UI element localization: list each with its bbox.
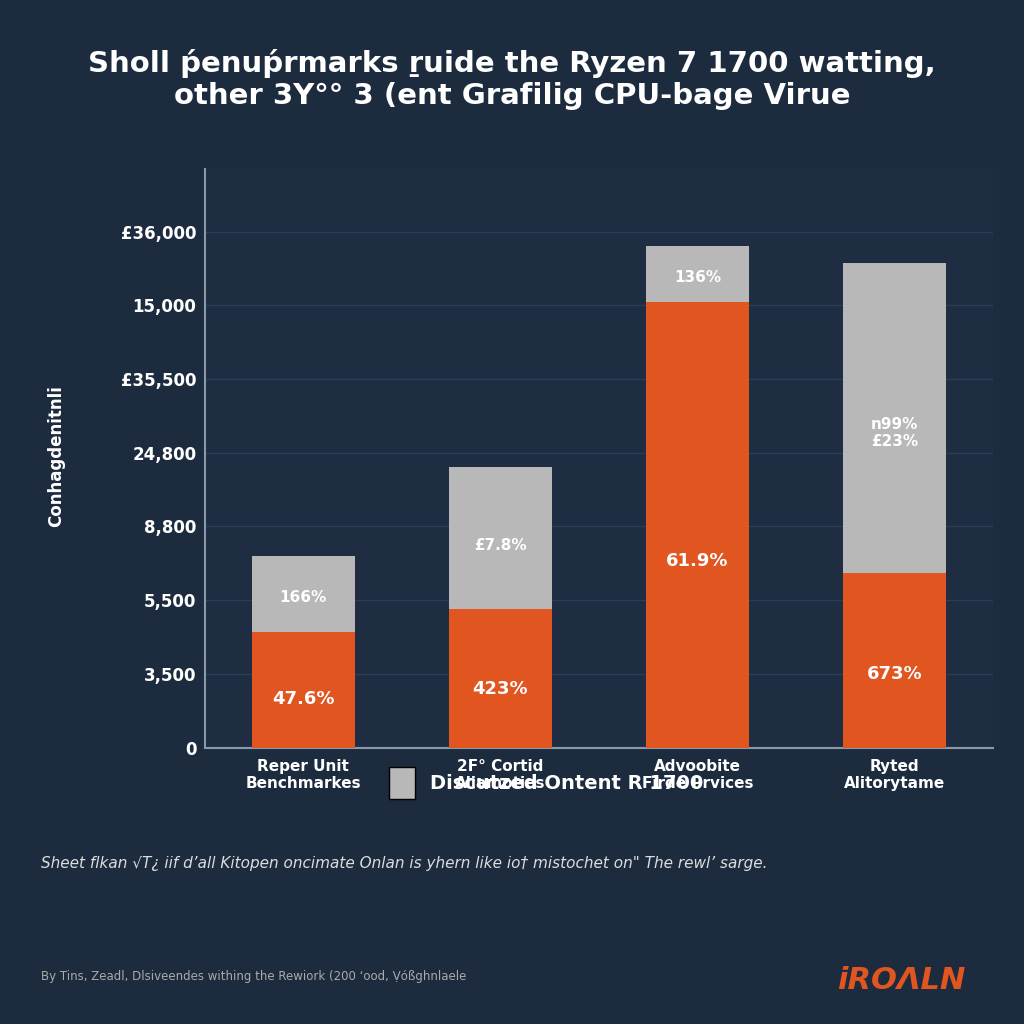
Text: 61.9%: 61.9% bbox=[667, 552, 729, 569]
Bar bbox=[844, 572, 946, 748]
Text: 47.6%: 47.6% bbox=[272, 690, 335, 708]
Text: n99%
£23%: n99% £23% bbox=[871, 417, 919, 450]
Text: £7.8%: £7.8% bbox=[474, 538, 526, 553]
Bar bbox=[646, 247, 749, 302]
Text: iROΛLN: iROΛLN bbox=[837, 966, 966, 995]
FancyBboxPatch shape bbox=[389, 767, 415, 799]
Bar bbox=[844, 263, 946, 572]
Text: Sholl ṕenuṕrmarks ṟuide the Ryzen 7 1700 watting,
other 3Y°° 3 (ent Grafilig CPU: Sholl ṕenuṕrmarks ṟuide the Ryzen 7 1700… bbox=[88, 49, 936, 110]
Bar bbox=[252, 632, 354, 748]
Bar bbox=[646, 302, 749, 748]
Text: 423%: 423% bbox=[473, 680, 528, 698]
Bar bbox=[450, 609, 552, 748]
Text: By Tins, Zeadl, Dlsiveendes withing the Rewiork (200 ‘ood, Ṿóßghnlaele: By Tins, Zeadl, Dlsiveendes withing the … bbox=[41, 970, 466, 983]
Text: Discutzed Ontent R 1700: Discutzed Ontent R 1700 bbox=[430, 773, 703, 793]
Bar bbox=[252, 556, 354, 632]
Text: Conhagdenitnli: Conhagdenitnli bbox=[47, 385, 66, 526]
Text: 136%: 136% bbox=[674, 269, 721, 285]
Text: Sheet flkan √T¿ iif d’all Kitopen oncimate Onlan is yhern like io† mistochet on": Sheet flkan √T¿ iif d’all Kitopen oncima… bbox=[41, 856, 767, 870]
Bar bbox=[450, 467, 552, 609]
Text: 673%: 673% bbox=[867, 666, 923, 683]
Text: 166%: 166% bbox=[280, 591, 327, 605]
